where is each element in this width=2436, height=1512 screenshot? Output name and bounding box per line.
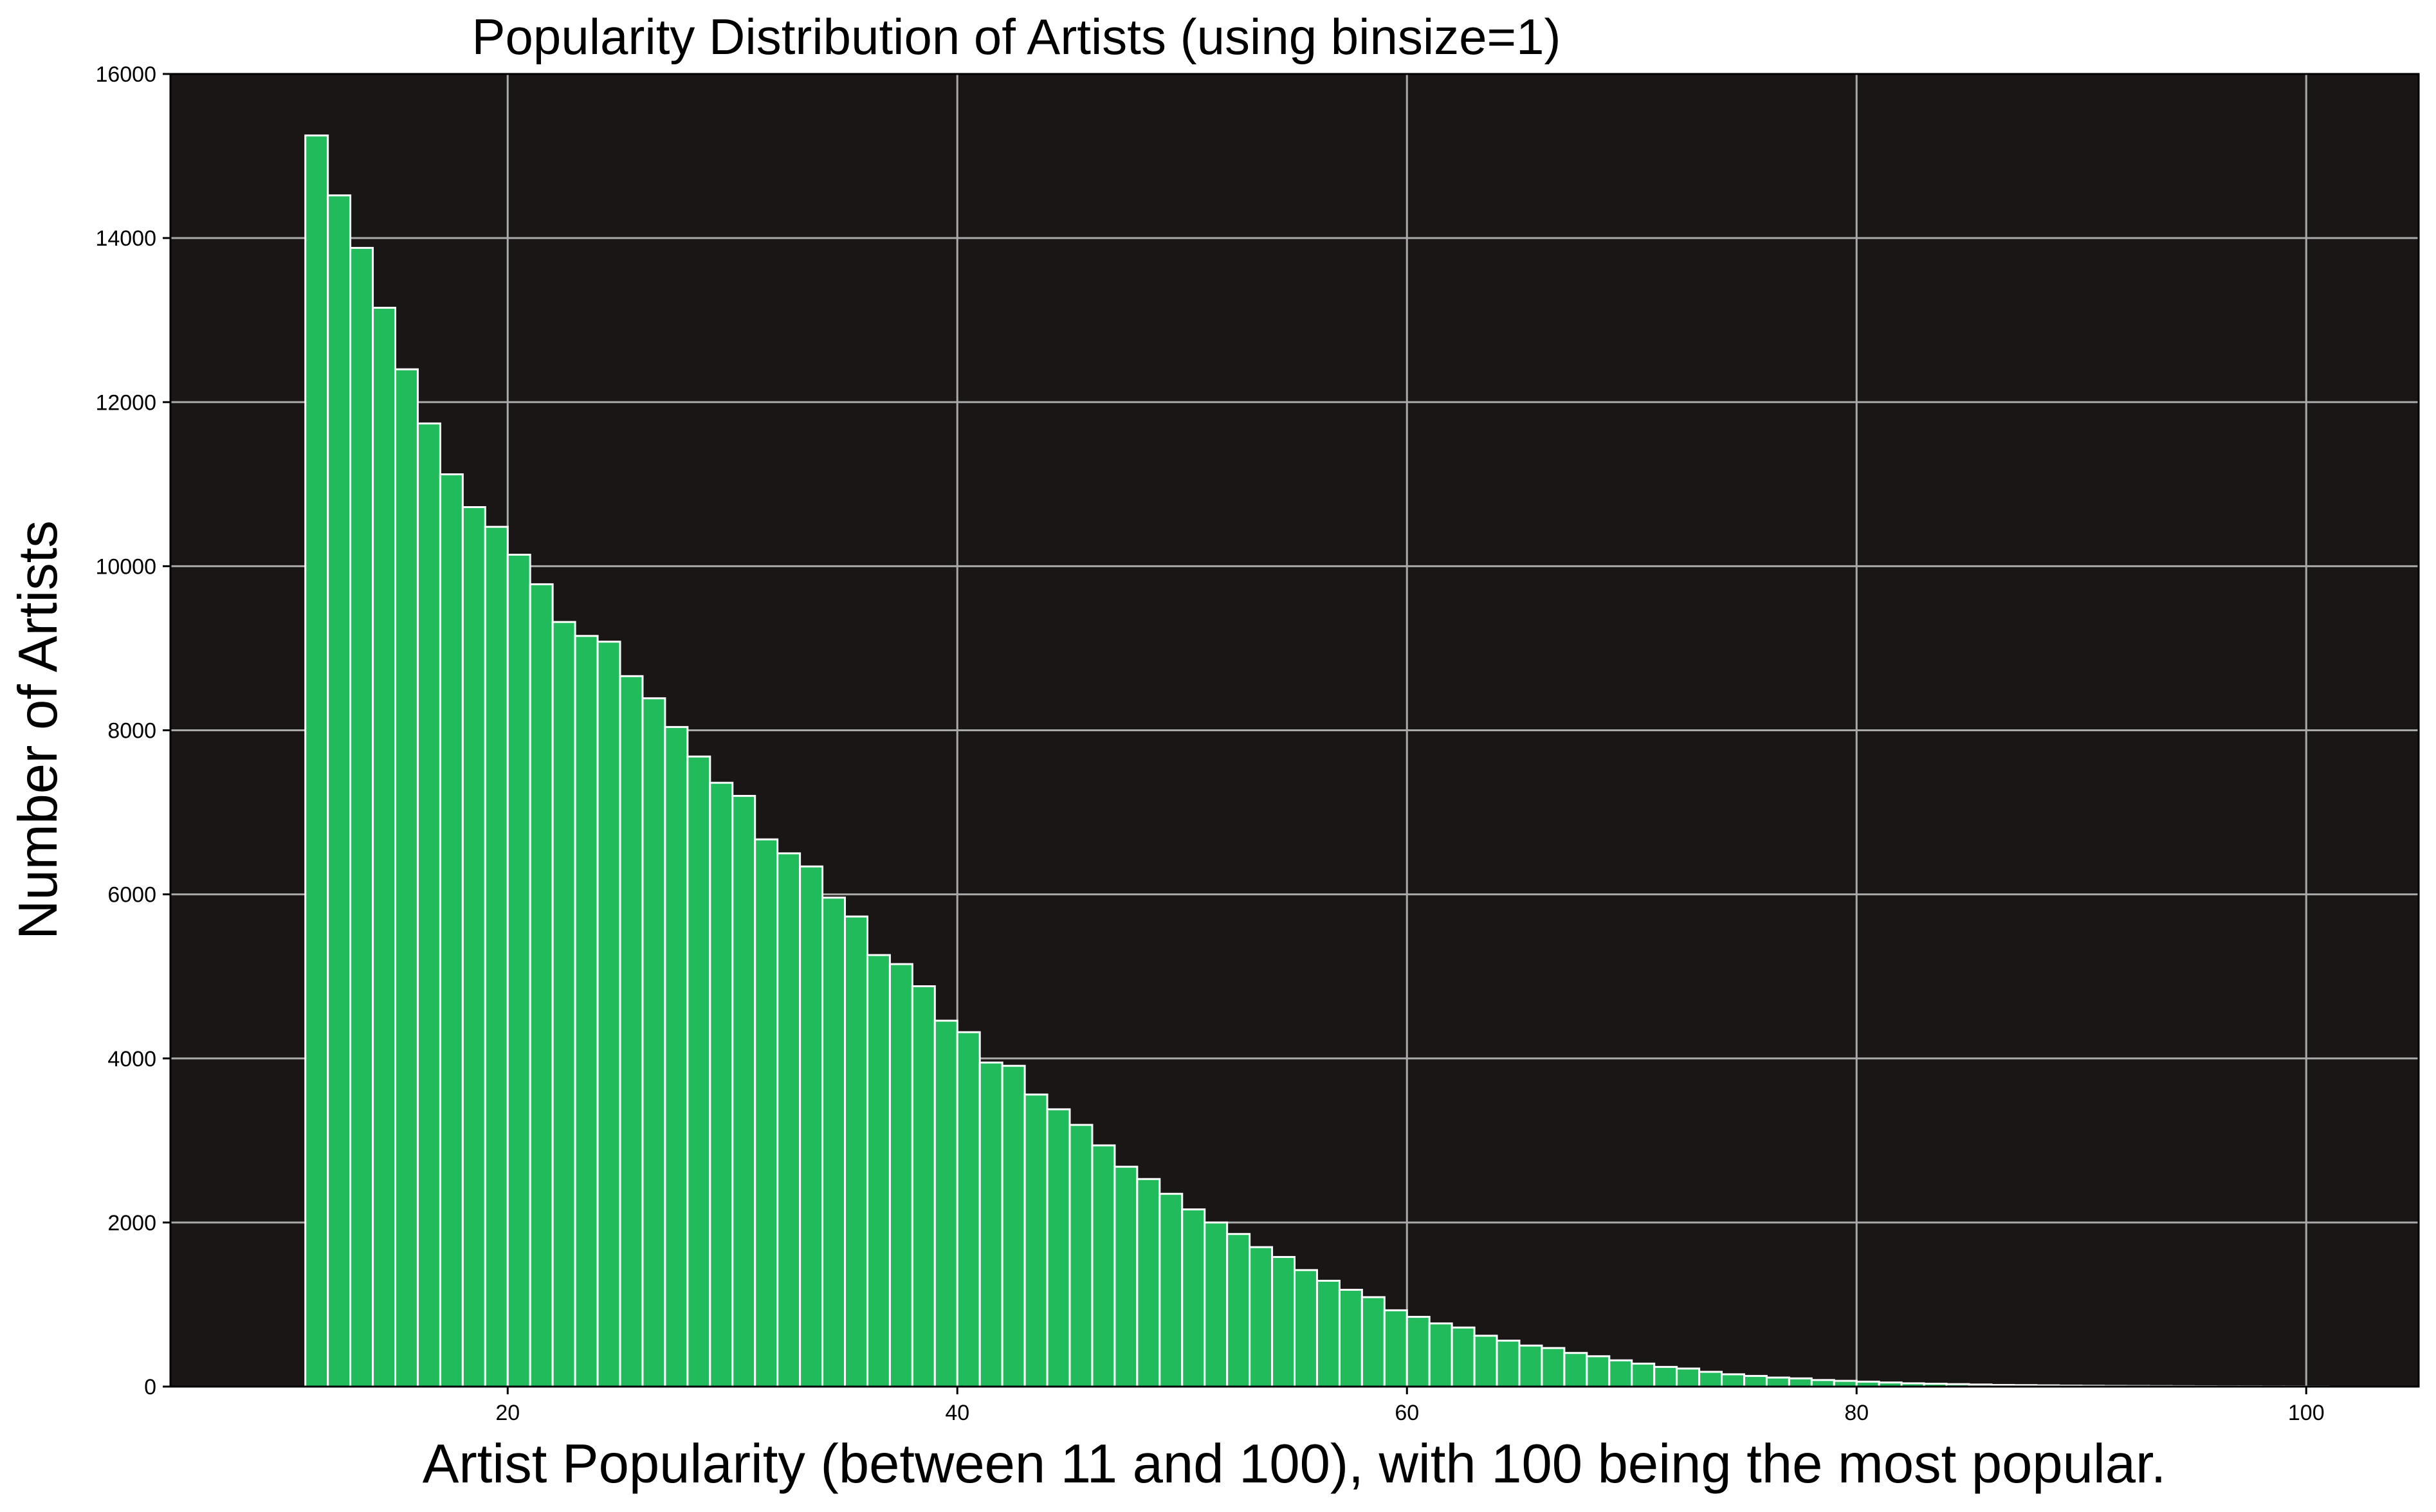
histogram-bar	[1160, 1194, 1182, 1387]
histogram-bar	[1632, 1363, 1654, 1387]
histogram-bar	[778, 853, 800, 1387]
histogram-bar	[1092, 1145, 1115, 1387]
x-tick-label: 100	[2288, 1401, 2325, 1425]
histogram-bar	[980, 1062, 1002, 1387]
histogram-bar	[530, 584, 553, 1387]
histogram-bar	[1766, 1378, 1789, 1387]
histogram-bar	[328, 196, 351, 1387]
histogram-bar	[1047, 1109, 1070, 1387]
x-tick-label: 40	[945, 1401, 969, 1425]
histogram-bar	[935, 1021, 957, 1387]
histogram-bar	[643, 698, 665, 1387]
histogram-bar	[1362, 1297, 1384, 1387]
y-tick-label: 12000	[95, 390, 156, 415]
histogram-bar	[1317, 1280, 1339, 1387]
histogram-bar	[598, 642, 620, 1387]
histogram-bar	[957, 1032, 980, 1387]
histogram-bar	[1474, 1336, 1497, 1387]
histogram-bar	[710, 783, 733, 1387]
histogram-bar	[1407, 1317, 1429, 1387]
histogram-bar	[1384, 1310, 1407, 1387]
histogram-bar	[1115, 1167, 1137, 1387]
histogram-bar	[553, 622, 575, 1387]
histogram-bar	[867, 955, 890, 1387]
histogram-bar	[688, 756, 710, 1387]
histogram-bar	[1699, 1372, 1722, 1387]
histogram-bar	[1137, 1179, 1160, 1387]
y-tick-label: 0	[144, 1375, 156, 1399]
x-tick-label: 80	[1844, 1401, 1869, 1425]
histogram-bar	[351, 248, 373, 1387]
histogram-bar	[1609, 1360, 1632, 1387]
histogram-bar	[1811, 1380, 1834, 1387]
y-tick-label: 10000	[95, 554, 156, 579]
histogram-bar	[1745, 1376, 1767, 1387]
y-tick-label: 6000	[107, 883, 156, 907]
histogram-bar	[1542, 1348, 1564, 1387]
histogram-bar	[1564, 1353, 1587, 1387]
chart-title: Popularity Distribution of Artists (usin…	[472, 8, 1561, 65]
histogram-bar	[1497, 1341, 1519, 1387]
y-tick-label: 4000	[107, 1047, 156, 1071]
histogram-bar	[755, 839, 778, 1387]
y-axis-label: Number of Artists	[8, 520, 69, 940]
histogram-bar	[1587, 1356, 1609, 1387]
histogram-bar	[890, 964, 912, 1387]
histogram-bar	[665, 727, 688, 1387]
histogram-bar	[1205, 1223, 1227, 1387]
y-tick-label: 2000	[107, 1211, 156, 1235]
histogram-bar	[1677, 1369, 1699, 1387]
histogram-bar	[1070, 1125, 1092, 1387]
histogram-bar	[1519, 1345, 1542, 1387]
histogram-bar	[373, 308, 396, 1387]
histogram-bar	[417, 423, 440, 1387]
histogram-bar	[1250, 1247, 1272, 1387]
histogram-bar	[1654, 1367, 1677, 1387]
histogram-bar	[823, 898, 845, 1387]
histogram-bar	[462, 507, 485, 1387]
histogram-bar	[800, 866, 823, 1387]
histogram-bar	[1025, 1095, 1047, 1387]
histogram-bar	[1789, 1378, 1811, 1387]
histogram-bar	[485, 527, 508, 1387]
histogram-bar	[1182, 1209, 1205, 1387]
histogram-bar	[620, 676, 643, 1387]
histogram-bar	[1722, 1374, 1745, 1387]
histogram-bar	[1452, 1327, 1474, 1387]
histogram-bar	[1429, 1324, 1452, 1387]
histogram-bar	[912, 986, 935, 1387]
histogram-bar	[575, 636, 598, 1387]
histogram-bar	[733, 796, 755, 1387]
histogram-bar	[845, 916, 868, 1387]
histogram-bar	[440, 475, 462, 1387]
x-axis-label: Artist Popularity (between 11 and 100), …	[423, 1434, 2166, 1495]
histogram-bar	[306, 136, 328, 1387]
y-tick-label: 8000	[107, 719, 156, 743]
histogram-bar	[1272, 1257, 1295, 1387]
x-tick-label: 20	[495, 1401, 520, 1425]
histogram-bar	[1002, 1066, 1025, 1387]
histogram-bar	[1295, 1270, 1317, 1387]
histogram-bar	[396, 369, 418, 1387]
y-tick-label: 16000	[95, 62, 156, 87]
y-tick-label: 14000	[95, 226, 156, 251]
histogram-bar	[1339, 1289, 1362, 1387]
histogram-bar	[508, 555, 530, 1387]
x-tick-label: 60	[1395, 1401, 1419, 1425]
histogram-bar	[1227, 1234, 1250, 1387]
